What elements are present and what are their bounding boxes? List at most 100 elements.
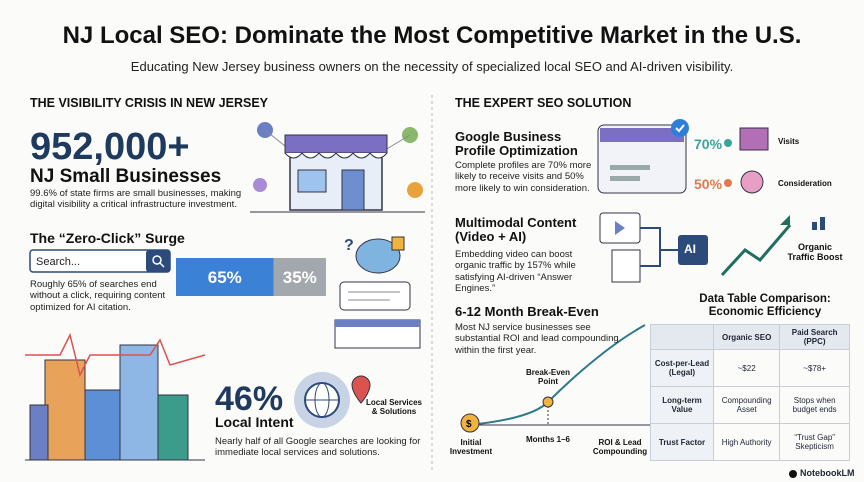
shape <box>542 396 554 408</box>
shape <box>640 227 678 251</box>
shape <box>119 344 159 461</box>
search-box <box>29 249 171 273</box>
shape <box>351 375 371 404</box>
bar-segment <box>176 258 274 296</box>
section-heading: THE VISIBILITY CRISIS IN NEW JERSEY <box>30 96 269 110</box>
stat-text: 99.6% of state firms are small businesse… <box>30 188 242 211</box>
shape: $ <box>466 419 472 430</box>
shape <box>29 404 49 461</box>
shape <box>84 389 121 461</box>
ai-brain-icon: ? <box>334 236 421 349</box>
metric-value: 70% <box>694 136 723 152</box>
breakeven-point-label: Break-Even Point <box>525 368 571 387</box>
multimodal-text: Embedding video can boost organic traffi… <box>455 249 576 295</box>
shape <box>297 169 327 193</box>
page-subtitle: Educating New Jersey business owners on … <box>130 59 734 74</box>
end-label: ROI & Lead Compounding <box>592 438 648 457</box>
search-placeholder: Search... <box>36 256 81 268</box>
shape <box>720 224 792 277</box>
table-header: Organic SEO Paid Search (PPC) <box>650 324 850 350</box>
shape <box>600 128 684 142</box>
multimodal-icons <box>599 212 825 283</box>
shape <box>157 394 189 461</box>
table-cell: Stops when budget ends <box>779 386 850 424</box>
shape <box>615 221 625 235</box>
row-label: Trust Factor <box>650 423 714 461</box>
table-cell: ~$22 <box>712 349 781 387</box>
shape <box>339 281 411 311</box>
table-cell: ~$78+ <box>779 349 850 387</box>
shape: ? <box>344 237 354 254</box>
storefront-icon <box>250 122 425 213</box>
metric-name: Visits <box>778 137 800 146</box>
bar-label: 65% <box>208 268 242 287</box>
shape <box>284 152 388 159</box>
table-cell: “Trust Gap” Skepticism <box>779 423 850 461</box>
shape <box>740 170 764 194</box>
profile-card-icon <box>597 119 769 194</box>
intent-text: Nearly half of all Google searches are l… <box>215 436 421 459</box>
corner <box>650 324 714 350</box>
shape <box>407 182 423 198</box>
shape <box>355 238 401 274</box>
gbp-text: Complete profiles are 70% more likely to… <box>455 160 592 194</box>
ai-label: AI <box>684 242 696 256</box>
shape <box>724 179 732 187</box>
shape <box>739 127 769 151</box>
shape <box>146 250 170 272</box>
shape <box>678 235 708 265</box>
shape <box>820 217 825 230</box>
stat-value: 952,000+ <box>30 126 190 168</box>
table-row: Cost-per-Lead (Legal) ~$22 ~$78+ <box>650 349 850 387</box>
shape <box>671 119 689 137</box>
page-title: NJ Local SEO: Dominate the Most Competit… <box>62 22 802 49</box>
shape <box>611 249 641 283</box>
shape <box>460 413 480 433</box>
globe-icon <box>294 372 371 428</box>
shape <box>640 250 661 267</box>
bar-segment <box>273 258 326 296</box>
shape <box>610 165 650 170</box>
shape <box>335 320 420 327</box>
shape <box>780 215 790 225</box>
intent-value: 46% <box>215 380 284 418</box>
row-label: Cost-per-Lead (Legal) <box>650 349 714 387</box>
intent-icon-label: Local Services & Solutions <box>365 398 423 417</box>
result-label: Organic Traffic Boost <box>787 242 843 263</box>
shape <box>253 178 267 192</box>
metric-name: Consideration <box>778 179 832 188</box>
city-illustration <box>25 332 206 461</box>
shape <box>159 262 165 268</box>
breakeven-title: 6-12 Month Break-Even <box>455 304 599 319</box>
gbp-title: Google Business Profile Optimization <box>455 129 578 159</box>
shape <box>812 222 817 230</box>
intent-label: Local Intent <box>215 414 294 430</box>
table-row: Trust Factor High Authority “Trust Gap” Sk… <box>650 423 850 461</box>
column-header: Organic SEO <box>712 324 781 350</box>
metric-value: 50% <box>694 176 723 192</box>
multimodal-title: Multimodal Content (Video + AI) <box>455 215 577 245</box>
shape <box>25 332 206 378</box>
shape <box>284 134 388 154</box>
shape <box>341 169 365 211</box>
table-title: Data Table Comparison: Economic Efficien… <box>699 293 831 318</box>
table-row: Long-term Value Compounding Asset Stops wh… <box>650 386 850 424</box>
shape <box>675 124 685 133</box>
comparison-table: Organic SEO Paid Search (PPC) Cost-per-L… <box>650 324 850 461</box>
column-header: Paid Search (PPC) <box>779 324 850 350</box>
shape <box>44 359 86 461</box>
section-heading: THE EXPERT SEO SOLUTION <box>455 96 632 110</box>
split-bar: 65% 35% <box>176 258 326 296</box>
breakeven-text: Most NJ service businesses see substanti… <box>455 322 619 356</box>
shape <box>724 139 732 147</box>
row-label: Long-term Value <box>650 386 714 424</box>
zero-click-text: Roughly 65% of searches end without a cl… <box>30 279 166 313</box>
shape <box>384 134 411 151</box>
stat-label: NJ Small Businesses <box>30 166 222 187</box>
shape <box>152 255 162 265</box>
table-cell: High Authority <box>712 423 781 461</box>
brand: NotebookLM <box>800 468 855 478</box>
middle-label: Months 1–6 <box>525 435 570 444</box>
